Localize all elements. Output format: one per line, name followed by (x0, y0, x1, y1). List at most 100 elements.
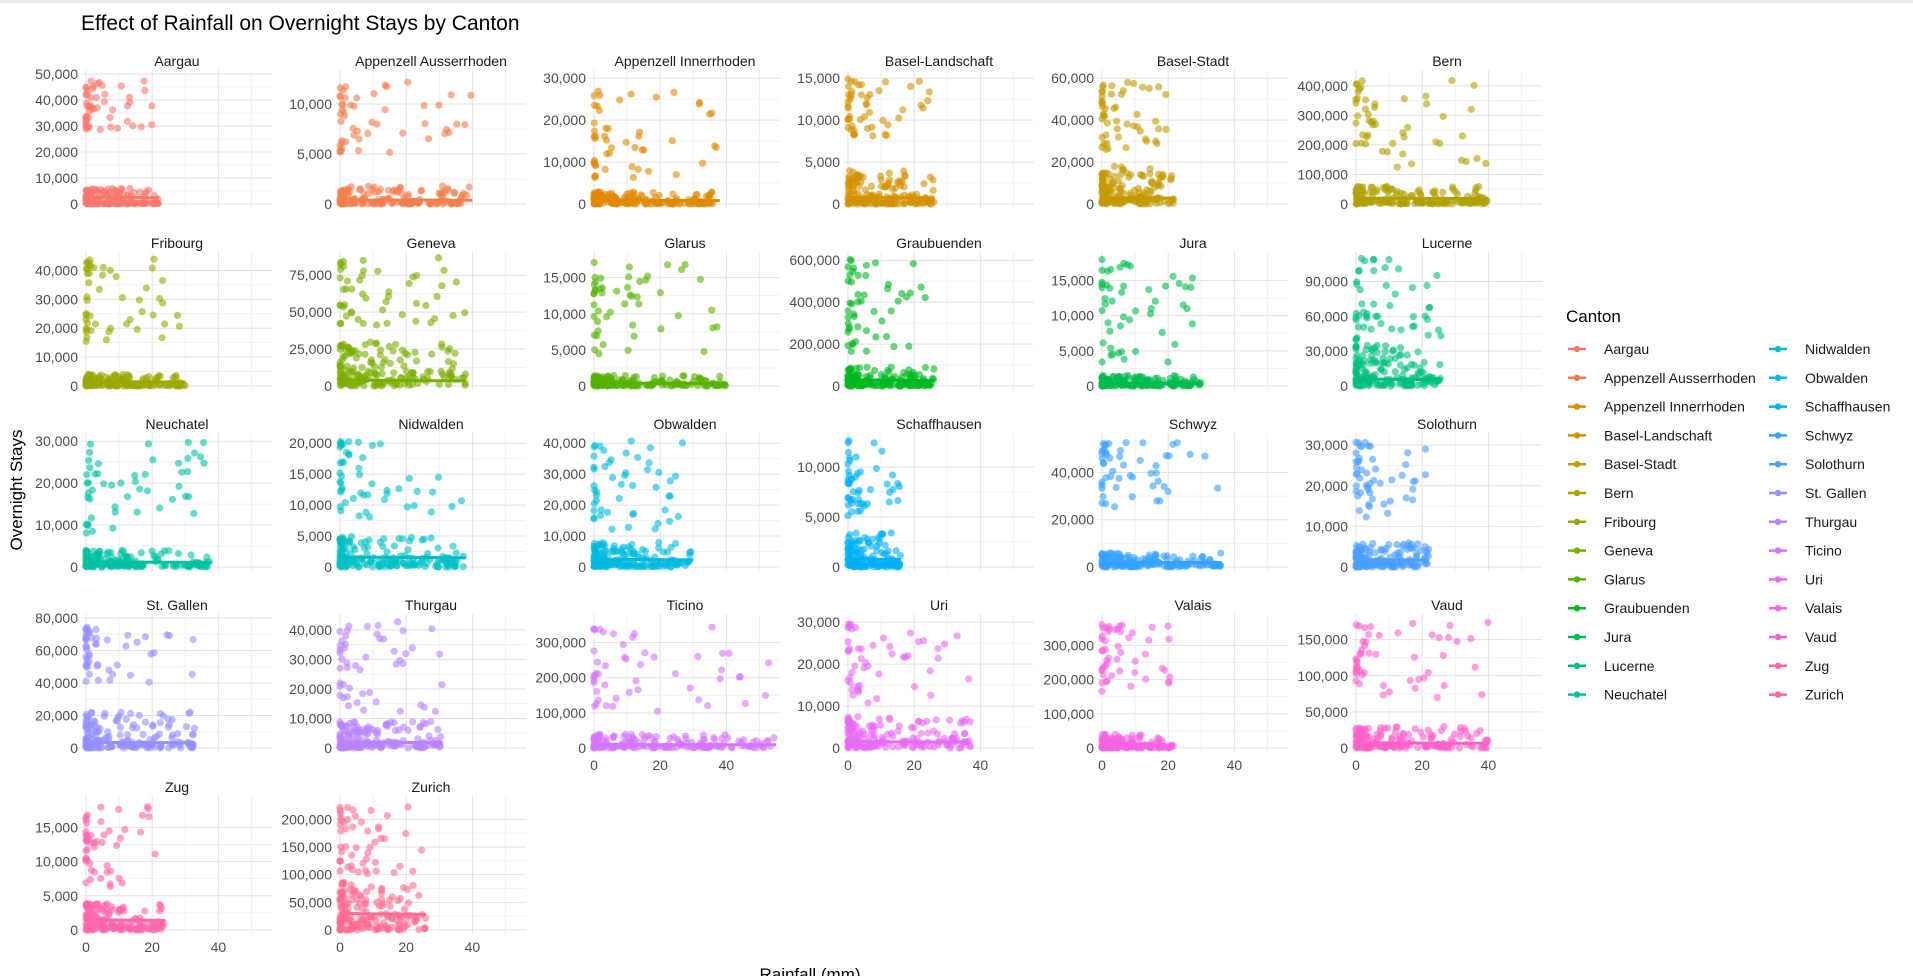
data-point (610, 732, 619, 740)
data-point (1099, 83, 1107, 91)
data-point (845, 115, 853, 123)
data-point (146, 381, 154, 389)
data-point (1425, 304, 1433, 312)
data-point (868, 123, 876, 131)
data-point (863, 363, 871, 371)
data-point (601, 662, 610, 670)
data-point (413, 487, 421, 495)
data-point (664, 261, 672, 269)
data-point (157, 743, 165, 751)
data-point (896, 380, 904, 388)
data-point (711, 735, 719, 744)
data-point (373, 371, 381, 379)
data-point (926, 173, 935, 181)
data-point (349, 124, 357, 133)
data-point (465, 183, 473, 191)
y-tick-label: 20,000 (543, 497, 586, 513)
data-point (1099, 492, 1107, 501)
data-point (141, 86, 149, 95)
data-point (360, 267, 368, 275)
data-point (1120, 282, 1128, 290)
data-point (1423, 281, 1431, 290)
data-point (396, 707, 404, 715)
data-point (857, 91, 865, 99)
data-point (1133, 110, 1141, 118)
data-point (85, 670, 93, 678)
y-tick-label: 30,000 (1305, 343, 1348, 359)
data-point (845, 479, 853, 487)
y-tick-label: 60,000 (1305, 308, 1348, 324)
x-tick-label: 40 (719, 757, 735, 773)
data-point (862, 347, 871, 355)
data-point (925, 88, 933, 96)
data-point (449, 542, 457, 550)
data-point (188, 670, 196, 678)
data-point (594, 696, 602, 704)
trend-line (847, 378, 935, 383)
data-point (136, 188, 144, 196)
data-point (601, 681, 609, 689)
data-point (889, 561, 898, 569)
data-point (695, 100, 703, 108)
y-tick-label: 15,000 (543, 270, 586, 286)
data-point (699, 159, 707, 167)
data-point (641, 649, 649, 657)
data-point (1123, 261, 1131, 269)
data-point (1359, 351, 1367, 360)
data-point (606, 308, 614, 316)
data-point (138, 308, 146, 316)
data-point (1352, 80, 1360, 88)
data-point (399, 627, 407, 635)
data-point (1151, 297, 1159, 305)
data-point (1352, 470, 1360, 478)
data-point (640, 563, 648, 571)
data-point (116, 723, 124, 731)
data-point (103, 636, 111, 644)
data-point (878, 381, 887, 389)
data-point (894, 497, 902, 505)
data-point (1396, 560, 1404, 569)
data-point (364, 129, 372, 137)
data-point (1098, 307, 1106, 315)
data-point (1424, 331, 1432, 339)
facet-panels: Aargau010,00020,00030,00040,00050,000App… (35, 53, 1542, 955)
data-point (87, 514, 95, 522)
data-point (884, 280, 893, 288)
data-point (1376, 479, 1384, 487)
data-point (1374, 312, 1382, 320)
data-point (591, 172, 599, 180)
data-point (845, 437, 853, 445)
data-point (1112, 103, 1120, 111)
facet-strip-label: Schaffhausen (896, 416, 981, 432)
facet-strip-label: Schwyz (1169, 416, 1217, 432)
y-tick-label: 5,000 (1059, 343, 1094, 359)
data-point (113, 661, 121, 669)
data-point (596, 91, 604, 99)
data-point (336, 274, 344, 282)
data-point (851, 78, 859, 86)
data-point (1436, 139, 1444, 147)
data-point (594, 561, 602, 569)
y-tick-label: 20,000 (797, 656, 840, 672)
scatter-points (590, 437, 695, 571)
data-point (601, 165, 609, 173)
data-point (1391, 290, 1399, 298)
data-point (101, 90, 109, 98)
data-point (111, 508, 119, 516)
data-point (1384, 198, 1392, 206)
data-point (1104, 319, 1112, 327)
y-tick-label: 30,000 (35, 118, 78, 134)
data-point (1466, 200, 1474, 208)
data-point (654, 707, 662, 715)
data-point (1370, 300, 1378, 308)
data-point (1421, 471, 1429, 479)
data-point (1114, 198, 1122, 206)
data-point (696, 275, 705, 283)
data-point (136, 485, 144, 493)
data-point (708, 306, 716, 314)
data-point (869, 132, 877, 140)
data-point (1167, 175, 1175, 183)
data-point (1393, 540, 1401, 549)
data-point (184, 468, 192, 476)
